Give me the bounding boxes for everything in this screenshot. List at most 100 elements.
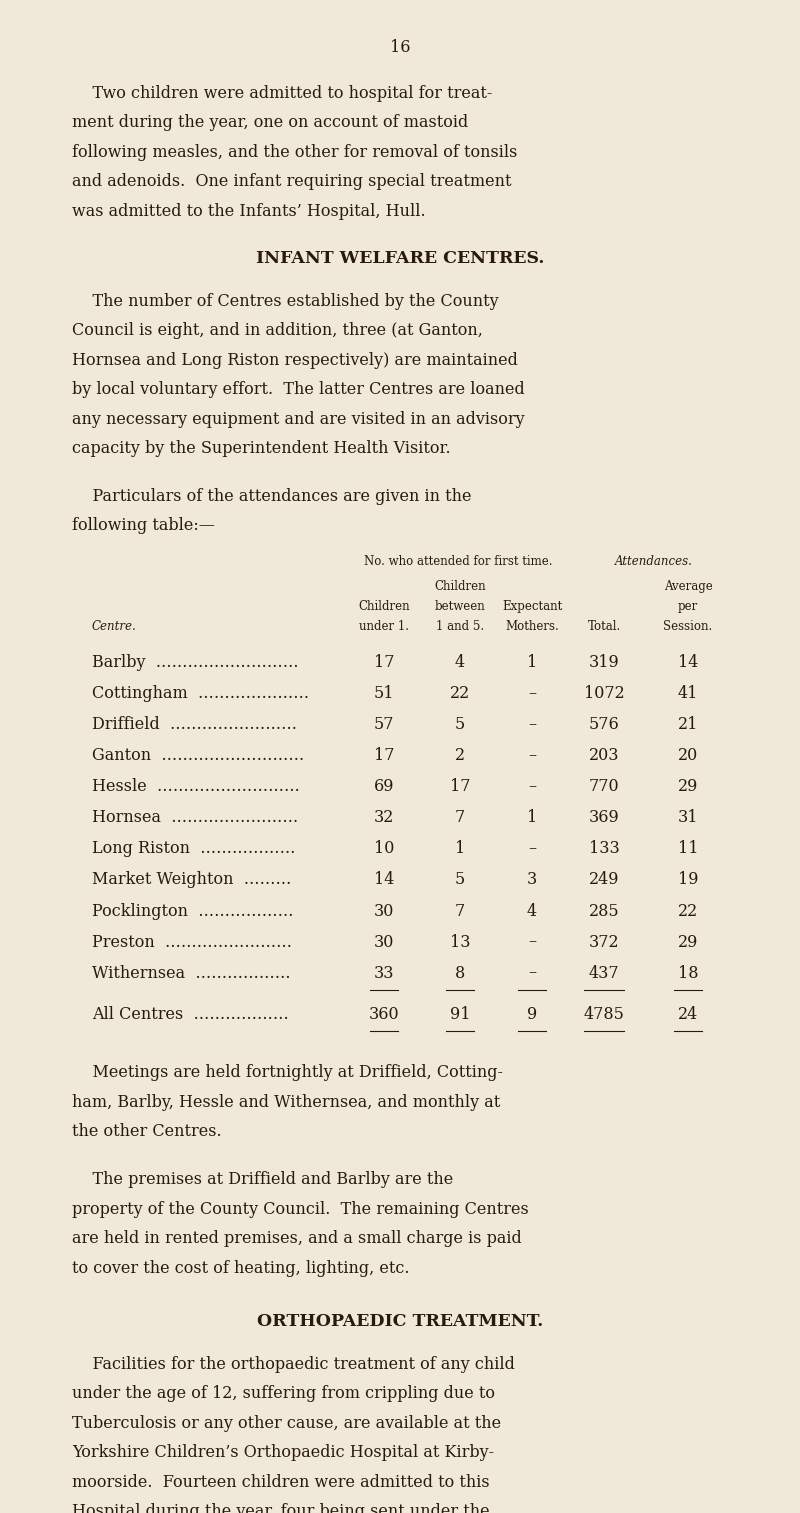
Text: 11: 11 — [678, 840, 698, 858]
Text: Hornsea and Long Riston respectively) are maintained: Hornsea and Long Riston respectively) ar… — [72, 351, 518, 369]
Text: 576: 576 — [589, 716, 619, 734]
Text: moorside.  Fourteen children were admitted to this: moorside. Fourteen children were admitte… — [72, 1474, 490, 1490]
Text: 16: 16 — [390, 39, 410, 56]
Text: under 1.: under 1. — [359, 619, 409, 632]
Text: Expectant: Expectant — [502, 599, 562, 613]
Text: Session.: Session. — [663, 619, 713, 632]
Text: ham, Barlby, Hessle and Withernsea, and monthly at: ham, Barlby, Hessle and Withernsea, and … — [72, 1094, 500, 1111]
Text: 91: 91 — [450, 1006, 470, 1023]
Text: to cover the cost of heating, lighting, etc.: to cover the cost of heating, lighting, … — [72, 1259, 410, 1277]
Text: Preston  ……………………: Preston …………………… — [92, 934, 292, 950]
Text: by local voluntary effort.  The latter Centres are loaned: by local voluntary effort. The latter Ce… — [72, 381, 525, 398]
Text: 14: 14 — [374, 871, 394, 888]
Text: are held in rented premises, and a small charge is paid: are held in rented premises, and a small… — [72, 1230, 522, 1247]
Text: 5: 5 — [455, 871, 465, 888]
Text: capacity by the Superintendent Health Visitor.: capacity by the Superintendent Health Vi… — [72, 440, 450, 457]
Text: INFANT WELFARE CENTRES.: INFANT WELFARE CENTRES. — [256, 250, 544, 268]
Text: 437: 437 — [589, 964, 619, 982]
Text: 1072: 1072 — [584, 685, 624, 702]
Text: 372: 372 — [589, 934, 619, 950]
Text: was admitted to the Infants’ Hospital, Hull.: was admitted to the Infants’ Hospital, H… — [72, 203, 426, 219]
Text: Hospital during the year, four being sent under the: Hospital during the year, four being sen… — [72, 1502, 490, 1513]
Text: Attendances.: Attendances. — [615, 554, 693, 567]
Text: Children: Children — [358, 599, 410, 613]
Text: 29: 29 — [678, 934, 698, 950]
Text: under the age of 12, suffering from crippling due to: under the age of 12, suffering from crip… — [72, 1384, 495, 1403]
Text: 7: 7 — [455, 809, 465, 826]
Text: Meetings are held fortnightly at Driffield, Cotting-: Meetings are held fortnightly at Driffie… — [72, 1064, 503, 1082]
Text: Cottingham  …………………: Cottingham ………………… — [92, 685, 309, 702]
Text: between: between — [434, 599, 486, 613]
Text: Barlby  ………………………: Barlby ……………………… — [92, 654, 298, 672]
Text: the other Centres.: the other Centres. — [72, 1123, 222, 1141]
Text: 33: 33 — [374, 964, 394, 982]
Text: 770: 770 — [589, 778, 619, 796]
Text: 24: 24 — [678, 1006, 698, 1023]
Text: 32: 32 — [374, 809, 394, 826]
Text: and adenoids.  One infant requiring special treatment: and adenoids. One infant requiring speci… — [72, 174, 511, 191]
Text: Ganton  ………………………: Ganton ……………………… — [92, 747, 304, 764]
Text: 22: 22 — [450, 685, 470, 702]
Text: 360: 360 — [369, 1006, 399, 1023]
Text: Hessle  ………………………: Hessle ……………………… — [92, 778, 300, 796]
Text: 3: 3 — [527, 871, 537, 888]
Text: 17: 17 — [374, 747, 394, 764]
Text: –: – — [528, 685, 536, 702]
Text: 203: 203 — [589, 747, 619, 764]
Text: 69: 69 — [374, 778, 394, 796]
Text: ment during the year, one on account of mastoid: ment during the year, one on account of … — [72, 115, 468, 132]
Text: 20: 20 — [678, 747, 698, 764]
Text: –: – — [528, 964, 536, 982]
Text: 5: 5 — [455, 716, 465, 734]
Text: any necessary equipment and are visited in an advisory: any necessary equipment and are visited … — [72, 410, 525, 428]
Text: –: – — [528, 747, 536, 764]
Text: 369: 369 — [589, 809, 619, 826]
Text: 249: 249 — [589, 871, 619, 888]
Text: 17: 17 — [374, 654, 394, 672]
Text: 22: 22 — [678, 902, 698, 920]
Text: following measles, and the other for removal of tonsils: following measles, and the other for rem… — [72, 144, 518, 160]
Text: Hornsea  ……………………: Hornsea …………………… — [92, 809, 298, 826]
Text: Withernsea  ………………: Withernsea ……………… — [92, 964, 290, 982]
Text: The number of Centres established by the County: The number of Centres established by the… — [72, 292, 498, 310]
Text: 57: 57 — [374, 716, 394, 734]
Text: 19: 19 — [678, 871, 698, 888]
Text: 41: 41 — [678, 685, 698, 702]
Text: 30: 30 — [374, 934, 394, 950]
Text: Mothers.: Mothers. — [505, 619, 559, 632]
Text: Total.: Total. — [587, 619, 621, 632]
Text: 4: 4 — [527, 902, 537, 920]
Text: 1 and 5.: 1 and 5. — [436, 619, 484, 632]
Text: 13: 13 — [450, 934, 470, 950]
Text: Particulars of the attendances are given in the: Particulars of the attendances are given… — [72, 487, 471, 505]
Text: property of the County Council.  The remaining Centres: property of the County Council. The rema… — [72, 1200, 529, 1218]
Text: Tuberculosis or any other cause, are available at the: Tuberculosis or any other cause, are ava… — [72, 1415, 501, 1431]
Text: All Centres  ………………: All Centres ……………… — [92, 1006, 289, 1023]
Text: Children: Children — [434, 579, 486, 593]
Text: Two children were admitted to hospital for treat-: Two children were admitted to hospital f… — [72, 85, 492, 101]
Text: The premises at Driffield and Barlby are the: The premises at Driffield and Barlby are… — [72, 1171, 454, 1188]
Text: 1: 1 — [455, 840, 465, 858]
Text: No. who attended for first time.: No. who attended for first time. — [364, 554, 552, 567]
Text: Long Riston  ………………: Long Riston ……………… — [92, 840, 295, 858]
Text: 31: 31 — [678, 809, 698, 826]
Text: 29: 29 — [678, 778, 698, 796]
Text: –: – — [528, 840, 536, 858]
Text: Market Weighton  ………: Market Weighton ……… — [92, 871, 291, 888]
Text: Pocklington  ………………: Pocklington ……………… — [92, 902, 294, 920]
Text: 4: 4 — [455, 654, 465, 672]
Text: –: – — [528, 934, 536, 950]
Text: 2: 2 — [455, 747, 465, 764]
Text: 18: 18 — [678, 964, 698, 982]
Text: 319: 319 — [589, 654, 619, 672]
Text: ORTHOPAEDIC TREATMENT.: ORTHOPAEDIC TREATMENT. — [257, 1313, 543, 1330]
Text: Average: Average — [664, 579, 712, 593]
Text: Facilities for the orthopaedic treatment of any child: Facilities for the orthopaedic treatment… — [72, 1356, 515, 1372]
Text: Council is eight, and in addition, three (at Ganton,: Council is eight, and in addition, three… — [72, 322, 483, 339]
Text: 17: 17 — [450, 778, 470, 796]
Text: per: per — [678, 599, 698, 613]
Text: 14: 14 — [678, 654, 698, 672]
Text: Driffield  ……………………: Driffield …………………… — [92, 716, 297, 734]
Text: 1: 1 — [527, 809, 537, 826]
Text: 133: 133 — [589, 840, 619, 858]
